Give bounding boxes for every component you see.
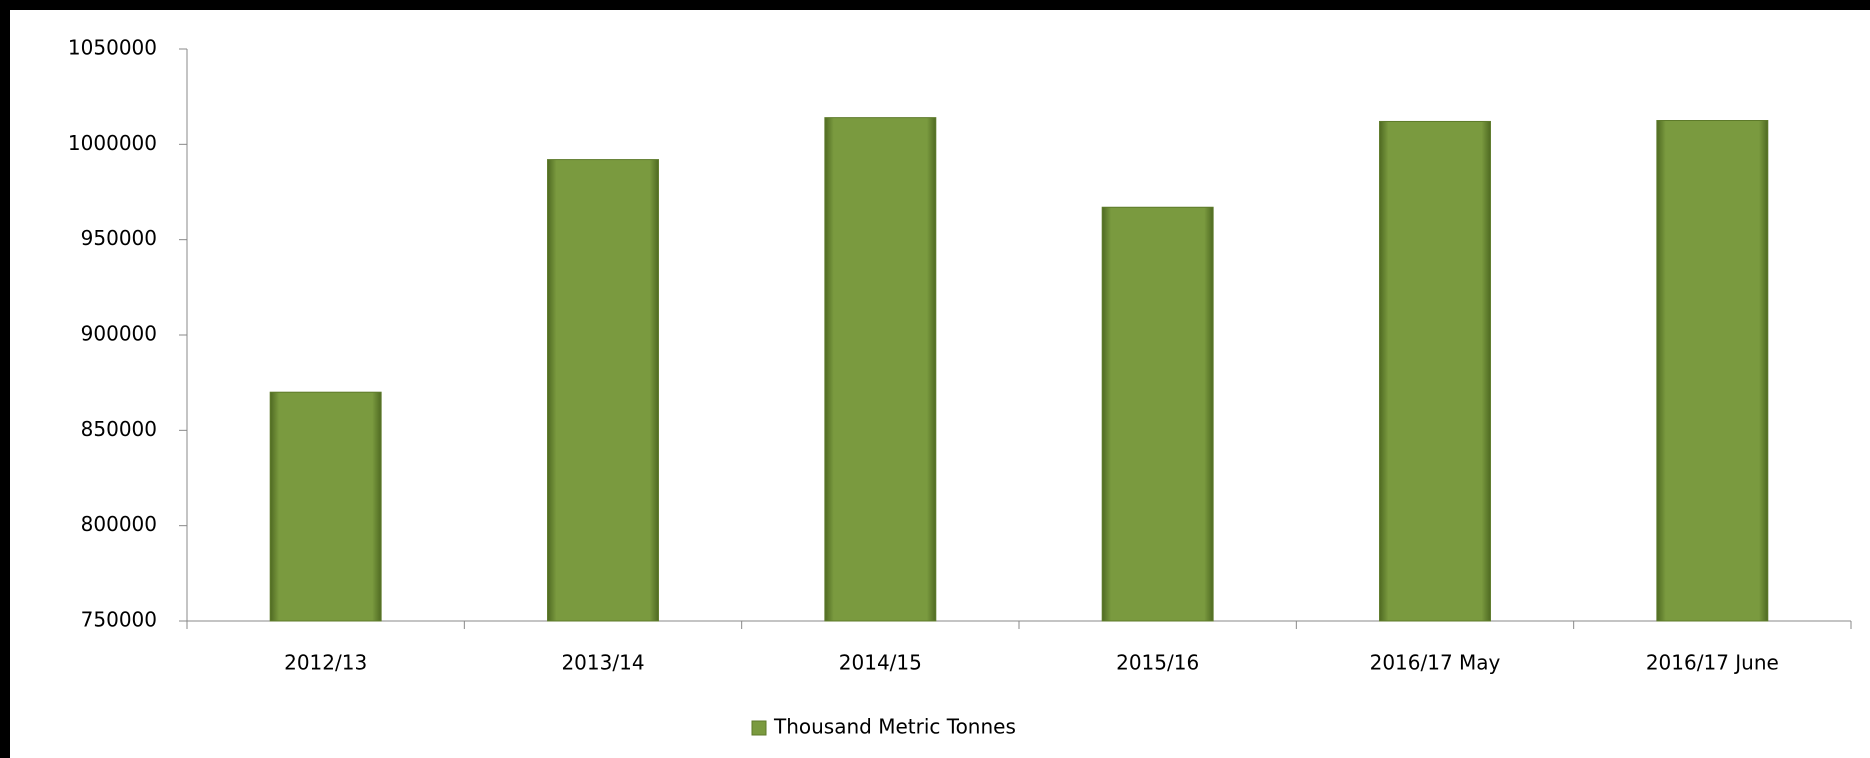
- y-tick-label: 950000: [81, 226, 157, 250]
- y-tick-label: 900000: [81, 322, 157, 346]
- x-tick-label: 2016/17 May: [1370, 651, 1501, 675]
- bar: [1656, 120, 1769, 622]
- plot-background: [10, 10, 1870, 758]
- bar: [1101, 206, 1214, 622]
- x-tick-label: 2012/13: [284, 651, 367, 675]
- bar: [1379, 120, 1491, 622]
- x-tick-label: 2013/14: [561, 651, 644, 675]
- x-tick-label: 2016/17 June: [1646, 651, 1779, 675]
- legend-label: Thousand Metric Tonnes: [773, 715, 1016, 739]
- y-tick-label: 800000: [81, 512, 157, 536]
- y-tick-label: 1050000: [68, 36, 157, 60]
- x-tick-label: 2014/15: [839, 651, 922, 675]
- y-tick-label: 850000: [81, 417, 157, 441]
- y-tick-label: 750000: [81, 608, 157, 632]
- legend-swatch: [751, 720, 767, 736]
- y-tick-label: 1000000: [68, 131, 157, 155]
- bar: [547, 159, 659, 622]
- x-tick-label: 2015/16: [1116, 651, 1199, 675]
- bar: [824, 117, 937, 622]
- bar: [269, 391, 382, 622]
